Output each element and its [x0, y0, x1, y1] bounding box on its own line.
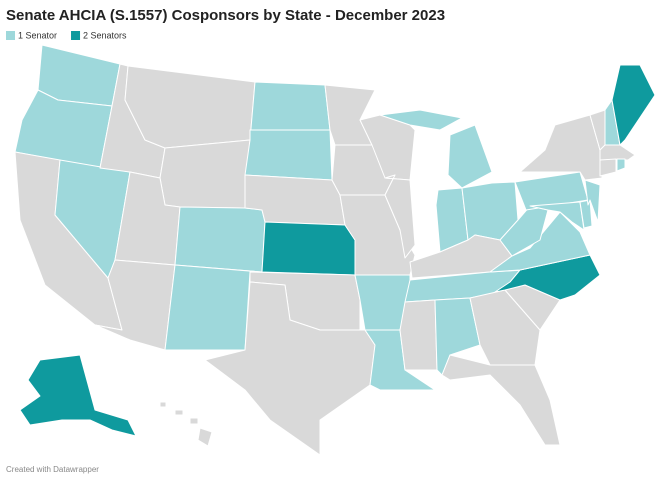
state [94, 259, 176, 351]
states [14, 44, 656, 456]
legend-swatch [6, 31, 15, 40]
state [616, 158, 626, 172]
legend-label: 2 Senators [83, 30, 127, 40]
legend-label: 1 Senator [18, 30, 57, 40]
state [579, 199, 593, 229]
state [384, 174, 416, 259]
legend-swatch [71, 31, 81, 40]
state [124, 65, 256, 149]
state [599, 144, 636, 161]
state [174, 206, 266, 273]
state [399, 299, 438, 371]
state [441, 354, 561, 446]
footer: Created with Datawrapper [6, 465, 99, 474]
state [584, 179, 601, 223]
state [261, 221, 356, 276]
state [599, 158, 617, 177]
legend: 1 Senator 2 Senators [6, 30, 127, 40]
state [159, 401, 213, 447]
state [379, 109, 493, 189]
state [159, 139, 251, 209]
state [494, 254, 601, 301]
state [19, 354, 137, 437]
state [244, 129, 333, 181]
chart-title: Senate AHCIA (S.1557) Cosponsors by Stat… [6, 7, 445, 24]
state [611, 64, 656, 146]
state [519, 114, 603, 181]
